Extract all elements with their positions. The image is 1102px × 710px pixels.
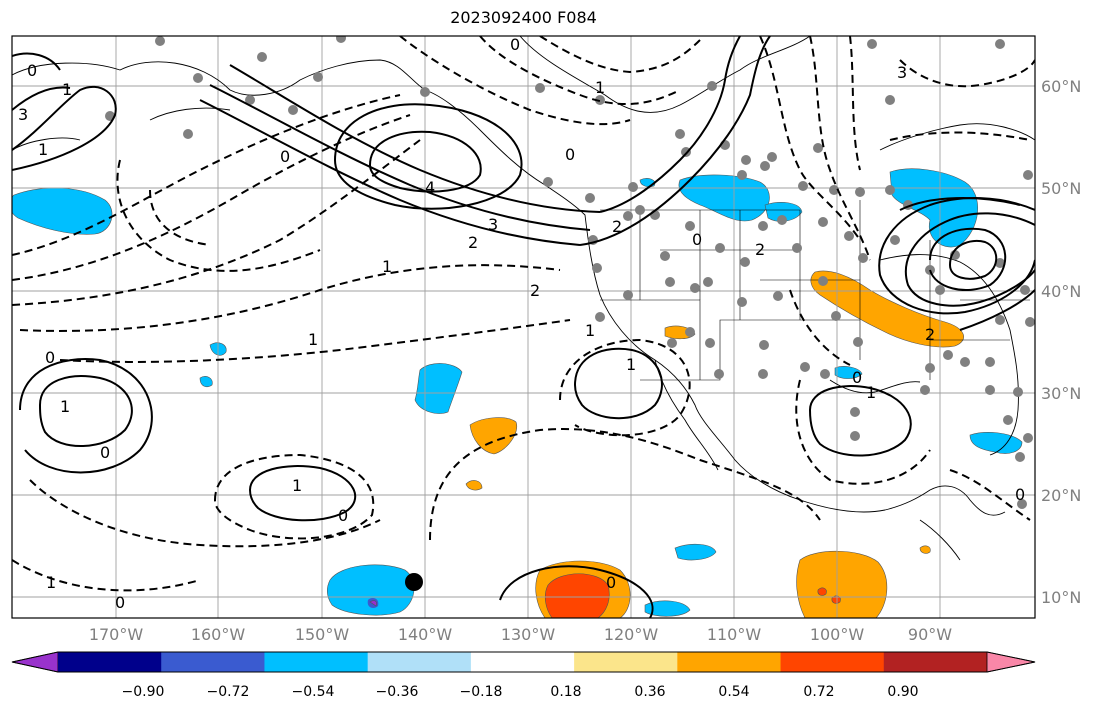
colorbar-under-arrow	[11, 651, 59, 673]
lon-label: 160°W	[191, 625, 246, 644]
colorbar-tick-label: 0.36	[634, 684, 665, 700]
contour-label: 1	[585, 321, 595, 340]
contour-label: 2	[612, 217, 622, 236]
lon-label: 170°W	[89, 625, 144, 644]
contour-label: 0	[280, 147, 290, 166]
lon-label: 130°W	[501, 625, 556, 644]
colorbar-tick-label: 0.18	[550, 684, 581, 700]
map-border	[11, 35, 1036, 619]
contour-labels: 0 1 3 1 0 2 4 3 2 0 1 2 1 0 1 2 0 0 1 0 …	[18, 35, 1025, 612]
lon-label: 90°W	[908, 625, 952, 644]
contour-label: 1	[382, 257, 392, 276]
colorbar-tick-label: −0.90	[122, 684, 165, 700]
colorbar-segment	[161, 652, 265, 672]
contour-label: 0	[338, 506, 348, 525]
contour-label: 2	[755, 240, 765, 259]
lon-label: 110°W	[707, 625, 762, 644]
contour-label: 0	[565, 145, 575, 164]
map-title: 2023092400 F084	[450, 8, 597, 27]
longitude-labels: 170°W 160°W 150°W 140°W 130°W 120°W 110°…	[89, 625, 952, 644]
colorbar-over-arrow	[986, 651, 1036, 673]
colorbar-segment	[470, 652, 575, 672]
lon-label: 120°W	[604, 625, 659, 644]
colorbar-tick-label: −0.36	[376, 684, 419, 700]
contour-label: 1	[46, 573, 56, 592]
contour-label: 0	[510, 35, 520, 54]
lon-label: 140°W	[398, 625, 453, 644]
contour-label: 1	[866, 383, 876, 402]
colorbar	[11, 651, 1036, 673]
colorbar-segment	[58, 652, 162, 672]
colorbar-segment	[883, 652, 988, 672]
positive-contours	[12, 36, 1035, 618]
contour-label: 1	[62, 80, 72, 99]
contour-label: 0	[852, 368, 862, 387]
lat-label: 60°N	[1041, 77, 1081, 96]
lat-label: 40°N	[1041, 282, 1081, 301]
contour-label: 0	[45, 348, 55, 367]
contour-label: 2	[925, 325, 935, 344]
colorbar-segment	[677, 652, 782, 672]
contour-label: 1	[38, 140, 48, 159]
positive-anomaly-shading	[369, 270, 964, 618]
contour-label: 0	[115, 593, 125, 612]
lat-label: 30°N	[1041, 384, 1081, 403]
colorbar-tick-label: −0.72	[207, 684, 250, 700]
colorbar-tick-label: 0.54	[718, 684, 749, 700]
contour-label: 1	[595, 78, 605, 97]
colorbar-outline	[11, 651, 1036, 673]
contour-label: 3	[488, 215, 498, 234]
contour-label: 1	[292, 476, 302, 495]
observation-dots	[105, 36, 1035, 509]
contour-label: 3	[18, 105, 28, 124]
contour-label: 0	[692, 230, 702, 249]
colorbar-tick-label: 0.90	[887, 684, 918, 700]
colorbar-tick-label: 0.72	[803, 684, 834, 700]
lon-label: 150°W	[295, 625, 350, 644]
negative-contours	[12, 36, 1035, 592]
colorbar-segment	[780, 652, 885, 672]
lat-label: 10°N	[1041, 588, 1081, 607]
contour-label: 3	[897, 63, 907, 82]
contour-label: 2	[530, 281, 540, 300]
graticule	[12, 36, 1035, 618]
colorbar-segment	[367, 652, 472, 672]
colorbar-tick-label: −0.54	[292, 684, 335, 700]
contour-label: 1	[308, 330, 318, 349]
colorbar-segment	[264, 652, 369, 672]
contour-label: 4	[425, 178, 435, 197]
lon-label: 100°W	[810, 625, 865, 644]
contour-label: 0	[1015, 485, 1025, 504]
colorbar-tick-label: −0.18	[460, 684, 503, 700]
storm-position-marker	[405, 573, 423, 591]
colorbar-segment	[574, 652, 678, 672]
state-borders	[600, 200, 1030, 381]
contour-label: 0	[100, 443, 110, 462]
contour-label: 1	[60, 397, 70, 416]
colorbar-tick-labels: −0.90 −0.72 −0.54 −0.36 −0.18 0.18 0.36 …	[122, 684, 919, 700]
lat-label: 50°N	[1041, 179, 1081, 198]
contour-label: 0	[606, 573, 616, 592]
map-panel: 0 1 3 1 0 2 4 3 2 0 1 2 1 0 1 2 0 0 1 0 …	[12, 35, 1035, 618]
latitude-labels: 60°N 50°N 40°N 30°N 20°N 10°N	[1041, 77, 1081, 607]
contour-label: 1	[626, 355, 636, 374]
contour-label: 2	[468, 233, 478, 252]
coastlines	[12, 36, 1035, 561]
contour-label: 0	[27, 61, 37, 80]
lat-label: 20°N	[1041, 486, 1081, 505]
